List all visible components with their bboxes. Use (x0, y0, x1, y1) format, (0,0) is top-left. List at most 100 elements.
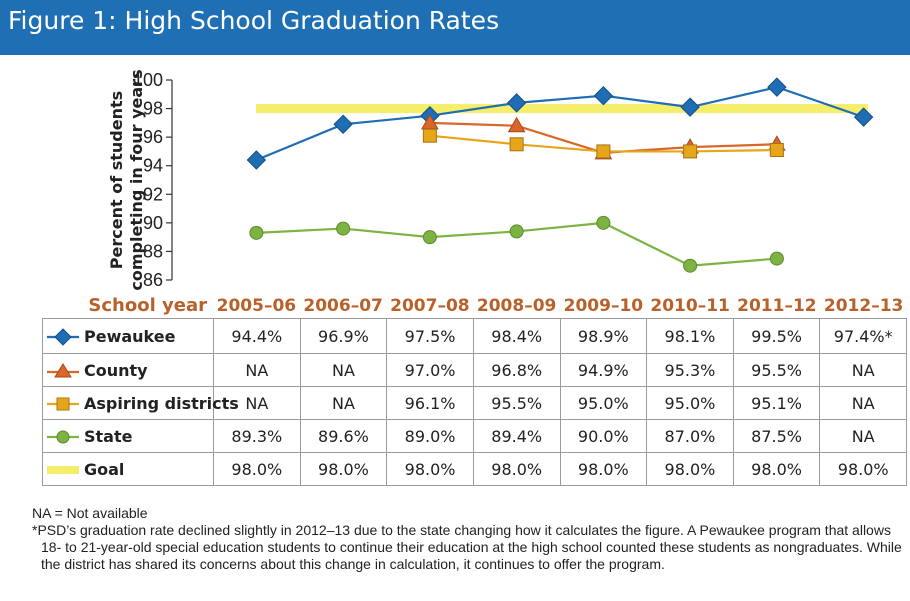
pewaukee-point (333, 114, 353, 134)
table-cell: 98.0% (213, 452, 301, 486)
pewaukee-point (593, 86, 614, 106)
y-axis-label-line2: completing in four years (127, 69, 146, 290)
y-tick-label: 88 (143, 241, 163, 261)
x-category-label: 2010–11 (650, 296, 729, 316)
row-label-text: County (84, 361, 148, 380)
goal-band (256, 104, 868, 114)
goal-band-layer (256, 104, 868, 114)
table-cell: 98.9% (559, 318, 648, 354)
pewaukee-point (506, 93, 527, 113)
row-label: State (42, 419, 214, 453)
state-point (336, 221, 351, 236)
table-cell: 95.0% (646, 386, 734, 420)
row-label-text: Goal (84, 460, 125, 479)
aspiring-point (683, 144, 698, 159)
y-tick-label: 90 (143, 213, 163, 233)
y-tick-label: 94 (143, 156, 163, 176)
table-row: Pewaukee 94.4% 96.9% 97.5% 98.4% 98.9% 98.1% 99… (42, 318, 907, 354)
y-tick-label: 100 (133, 70, 163, 90)
table-cell: 89.3% (213, 419, 301, 453)
aspiring-point (769, 143, 784, 157)
row-label: County (42, 353, 214, 387)
table-cell: NA (213, 353, 301, 387)
row-label: Aspiring districts (42, 386, 239, 420)
table-row: County NA NA 97.0% 96.8% 94.9% 95.3% 95.5% NA (42, 353, 907, 387)
y-tick-label: 98 (143, 99, 163, 119)
na-note: NA = Not available (32, 505, 148, 521)
x-axis-label: School year (88, 295, 207, 316)
y-tick-label: 96 (143, 127, 163, 147)
series-layer (246, 77, 874, 273)
table-cell: 98.0% (819, 452, 907, 486)
table-cell: 97.0% (386, 353, 474, 387)
table-cell: 95.1% (732, 386, 821, 420)
state-point (769, 251, 784, 266)
table-cell: 95.5% (472, 386, 561, 420)
table-cell: 97.5% (386, 318, 474, 354)
table-row: Goal 98.0% 98.0% 98.0% 98.0% 98.0% 98.0% 98.0% 9… (42, 452, 907, 486)
legend-triangle-icon (47, 362, 79, 377)
table-cell: 98.0% (732, 452, 821, 486)
legend-band-icon (47, 465, 79, 474)
table-cell: 98.0% (472, 452, 561, 486)
state-point (509, 224, 524, 239)
table-cell: 89.0% (386, 419, 474, 453)
x-category-label: 2011–12 (737, 296, 816, 316)
aspiring-point (422, 128, 437, 143)
x-category-label: 2012–13 (824, 296, 903, 316)
table-cell: NA (299, 353, 388, 387)
table-cell: 95.3% (646, 353, 734, 387)
table-cell: 89.4% (472, 419, 561, 453)
y-tick-label: 92 (143, 184, 163, 204)
row-label-text: Aspiring districts (84, 394, 239, 413)
figure-header: Figure 1: High School Graduation Rates (0, 0, 910, 55)
legend-square-icon (47, 397, 79, 410)
y-axis-label-line1: Percent of students (107, 91, 126, 269)
table-cell: 98.4% (472, 318, 561, 354)
table-cell: 97.4%* (819, 318, 907, 354)
table-cell: 94.4% (213, 318, 301, 354)
pewaukee-point (680, 97, 700, 117)
x-category-label: 2007–08 (390, 296, 469, 316)
x-category-label: 2005–06 (217, 296, 296, 316)
table-row: State 89.3% 89.6% 89.0% 89.4% 90.0% 87.0% 87.5%… (42, 419, 907, 453)
x-category-label: 2006–07 (303, 296, 382, 316)
y-axis: 86 88 90 92 94 96 98 100 (133, 70, 173, 290)
table-cell: 89.6% (299, 419, 388, 453)
y-tick-label: 86 (143, 270, 163, 290)
pewaukee-point (853, 107, 874, 127)
state-point (249, 225, 264, 240)
aspiring-point (596, 144, 611, 159)
legend-diamond-icon (47, 327, 79, 346)
table-cell: NA (213, 386, 301, 420)
table-cell: 98.0% (646, 452, 734, 486)
pewaukee-line (255, 85, 864, 162)
county-point (507, 116, 526, 133)
table-cell: 94.9% (559, 353, 648, 387)
aspiring-point (509, 137, 524, 152)
table-cell: 98.0% (559, 452, 648, 486)
x-axis-categories: 2005–06 2006–07 2007–08 2008–09 2009–10 2010–… (217, 296, 904, 316)
pewaukee-point (767, 77, 787, 97)
notes: NA = Not available *PSD’s graduation rat… (32, 505, 902, 573)
table-cell: NA (819, 419, 907, 453)
row-label: Pewaukee (42, 318, 214, 354)
table-cell: 98.1% (646, 318, 734, 354)
legend-circle-icon (47, 430, 79, 443)
table-cell: 95.0% (559, 386, 648, 420)
line-chart: 86 88 90 92 94 96 98 100 Percent of students co… (88, 69, 904, 316)
table-cell: 87.5% (732, 419, 821, 453)
x-category-label: 2008–09 (477, 296, 556, 316)
state-point (596, 215, 611, 230)
row-label: Goal (42, 452, 214, 486)
table-cell: 96.1% (386, 386, 474, 420)
table-cell: 98.0% (386, 452, 474, 486)
data-table: Pewaukee 94.4% 96.9% 97.5% 98.4% 98.9% 98.1% 99… (42, 318, 907, 486)
table-cell: 98.0% (299, 452, 388, 486)
figure-title: Figure 1: High School Graduation Rates (8, 6, 500, 35)
table-cell: 95.5% (732, 353, 821, 387)
row-label-text: Pewaukee (84, 327, 176, 346)
table-cell: NA (299, 386, 388, 420)
table-cell: 96.9% (299, 318, 388, 354)
row-label-text: State (84, 427, 133, 446)
